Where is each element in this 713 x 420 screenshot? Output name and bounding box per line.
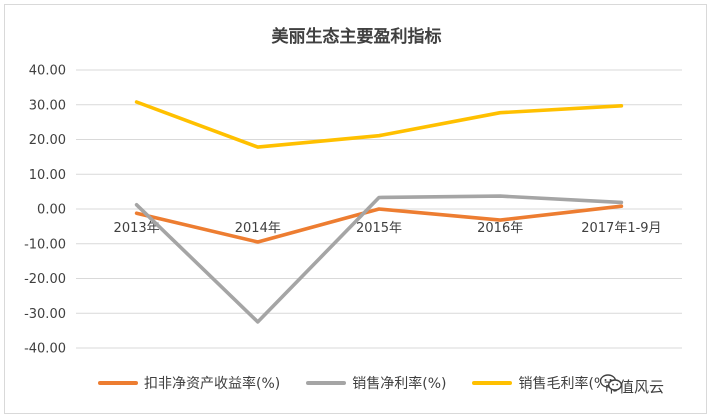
chart-legend: 扣非净资产收益率(%) 销售净利率(%) 销售毛利率(%)	[98, 373, 639, 393]
x-tick-label: 2014年	[235, 221, 281, 236]
series-line-1	[134, 194, 624, 324]
y-tick-label: 40.00	[29, 64, 66, 79]
series-line-0	[134, 204, 624, 244]
legend-item-roe: 扣非净资产收益率(%)	[98, 373, 280, 393]
chart-title: 美丽生态主要盈利指标	[271, 27, 442, 47]
watermark: 市值风云	[600, 374, 671, 399]
legend-label-roe: 扣非净资产收益率(%)	[144, 376, 281, 392]
x-tick-label: 2016年	[477, 221, 523, 236]
y-tick-label: -20.00	[24, 272, 66, 287]
y-tick-label: -30.00	[24, 307, 66, 322]
legend-label-gross-margin: 销售毛利率(%)	[518, 376, 613, 392]
wechat-icon	[600, 374, 622, 391]
y-tick-label: 0.00	[37, 203, 66, 218]
legend-swatch-roe	[98, 381, 138, 385]
y-tick-label: -40.00	[24, 342, 66, 357]
y-tick-label: 30.00	[29, 98, 66, 113]
legend-item-net-margin: 销售净利率(%)	[306, 373, 446, 393]
x-tick-label: 2017年1-9月	[581, 221, 661, 236]
y-tick-label: -10.00	[24, 237, 66, 252]
y-tick-label: 10.00	[29, 168, 66, 183]
series-line-2	[134, 100, 624, 149]
x-tick-label: 2015年	[356, 221, 402, 236]
legend-label-net-margin: 销售净利率(%)	[352, 376, 447, 392]
legend-item-gross-margin: 销售毛利率(%)	[472, 373, 613, 393]
y-tick-label: 20.00	[29, 133, 66, 148]
legend-swatch-net-margin	[306, 381, 347, 385]
x-tick-label: 2013年	[114, 221, 160, 236]
legend-swatch-gross-margin	[472, 381, 513, 385]
